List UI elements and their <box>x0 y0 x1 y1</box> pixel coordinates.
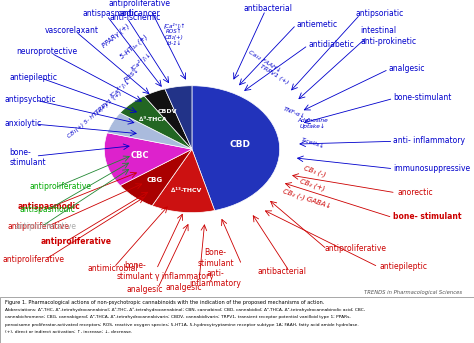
Text: 5-HT₁ₐ (+): 5-HT₁ₐ (+) <box>118 33 149 60</box>
Text: Figure 1. Pharmacological actions of non-psychotropic cannabinoids with the indi: Figure 1. Pharmacological actions of non… <box>5 300 324 305</box>
Text: Ca₁₂ FAAH↓: Ca₁₂ FAAH↓ <box>247 50 282 74</box>
Text: CB₂ (+): CB₂ (+) <box>300 177 326 192</box>
Text: ∆¹³-THCV: ∆¹³-THCV <box>171 188 201 193</box>
Text: immunosuppressive: immunosuppressive <box>393 164 471 173</box>
Text: antiproliferative
anticancer: antiproliferative anticancer <box>109 0 171 18</box>
Text: antipsoriatic: antipsoriatic <box>356 9 404 18</box>
Text: TRPV1 (+): TRPV1 (+) <box>95 91 123 115</box>
Text: [Ca²⁺]ᵢ↓: [Ca²⁺]ᵢ↓ <box>130 51 153 71</box>
Text: analgesic: analgesic <box>126 285 163 294</box>
Text: Bone-
stimulant
anti-
inflammatory: Bone- stimulant anti- inflammatory <box>190 248 242 288</box>
Text: anorectic: anorectic <box>397 188 433 197</box>
Text: antimicrobial: antimicrobial <box>88 264 138 273</box>
Text: CBD: CBD <box>229 140 250 149</box>
Text: ROS↓: ROS↓ <box>123 67 140 82</box>
Text: TRENDS in Pharmacological Sciences: TRENDS in Pharmacological Sciences <box>364 290 462 295</box>
Text: CBDV: CBDV <box>158 109 177 115</box>
Wedge shape <box>165 86 192 149</box>
Text: antipsychotic: antipsychotic <box>5 95 56 104</box>
Wedge shape <box>192 86 280 211</box>
Text: antiproliferative: antiproliferative <box>40 237 111 246</box>
Text: T-cells↓: T-cells↓ <box>301 137 325 149</box>
Wedge shape <box>144 89 192 149</box>
Text: antispasmodic: antispasmodic <box>18 202 81 211</box>
Text: TRPV1 (+): TRPV1 (+) <box>259 64 289 85</box>
Text: peroxisome proliferator-activated receptors; ROS, reactive oxygen species; 5-HT1: peroxisome proliferator-activated recept… <box>5 323 358 327</box>
Text: vascorelaxant: vascorelaxant <box>45 26 99 35</box>
Text: antiproliferative: antiproliferative <box>29 182 91 191</box>
Wedge shape <box>107 113 192 149</box>
Text: ∆⁹-THCA: ∆⁹-THCA <box>138 117 166 122</box>
Text: [Ca²⁺]ᵢ↓: [Ca²⁺]ᵢ↓ <box>108 77 131 98</box>
Text: antiproliferative: antiproliferative <box>325 244 387 253</box>
Text: CBC: CBC <box>131 151 149 160</box>
Text: CB₁(+) 5- HT₁ₐ(+): CB₁(+) 5- HT₁ₐ(+) <box>66 102 109 139</box>
Text: neuroprotective: neuroprotective <box>17 47 78 56</box>
FancyBboxPatch shape <box>0 297 474 343</box>
Text: intestinal
anti-prokinetic: intestinal anti-prokinetic <box>360 26 416 46</box>
Text: CB₂ (-) GABA↓: CB₂ (-) GABA↓ <box>282 188 332 210</box>
Text: bone- stimulant: bone- stimulant <box>393 212 462 221</box>
Text: Abbreviations: Δ⁹-THC, Δ⁹-tetrahydrocannabinol; Δ⁸-THC, Δ⁸-tetrahydrocannabinol;: Abbreviations: Δ⁹-THC, Δ⁹-tetrahydrocann… <box>5 308 365 312</box>
Text: anti-ischemic: anti-ischemic <box>109 13 160 22</box>
Text: antispasmodic: antispasmodic <box>20 205 76 214</box>
Text: antiemetic: antiemetic <box>296 20 337 28</box>
Wedge shape <box>104 133 192 186</box>
Text: anti- inflammatory: anti- inflammatory <box>393 136 465 145</box>
Text: Adenosine
Uptake↓: Adenosine Uptake↓ <box>298 118 328 129</box>
Text: antiepileptic: antiepileptic <box>9 73 57 82</box>
Text: analgesic: analgesic <box>389 64 425 73</box>
Text: cannabichromene; CBG, cannabigerol; Δ⁹-THCA, Δ⁹-tetrahydrocannabivarin; CBDV, ca: cannabichromene; CBG, cannabigerol; Δ⁹-T… <box>5 315 350 319</box>
Text: CB₁ (-): CB₁ (-) <box>303 165 327 178</box>
Wedge shape <box>120 149 192 206</box>
Text: antiproliferative: antiproliferative <box>14 222 76 231</box>
Text: antibacterial: antibacterial <box>243 4 292 13</box>
Text: antispasmodic: antispasmodic <box>83 9 139 18</box>
Text: γ inflammatory
analgesic: γ inflammatory analgesic <box>155 272 213 292</box>
Text: antiproliferative: antiproliferative <box>7 222 69 231</box>
Text: bone-stimulant: bone-stimulant <box>393 93 452 102</box>
Wedge shape <box>152 149 215 213</box>
Text: CBG: CBG <box>146 177 163 184</box>
Text: antiproliferative: antiproliferative <box>2 256 64 264</box>
Text: anxiolytic: anxiolytic <box>5 119 42 128</box>
Wedge shape <box>120 96 192 149</box>
Text: antidiabetic: antidiabetic <box>308 40 354 49</box>
Text: [Ca²⁺]ᵢ↑
ROS↑
CB₂(+)
Id-1↓: [Ca²⁺]ᵢ↑ ROS↑ CB₂(+) Id-1↓ <box>164 23 185 46</box>
Text: bone-
stimulant: bone- stimulant <box>117 261 154 281</box>
Text: TNF-α↓: TNF-α↓ <box>282 106 306 120</box>
Text: (+), direct or indirect activation; ↑, increase; ↓, decrease.: (+), direct or indirect activation; ↑, i… <box>5 330 132 334</box>
Text: PPARγ (+): PPARγ (+) <box>101 23 131 49</box>
Text: antibacterial: antibacterial <box>257 267 307 276</box>
Text: antiepileptic: antiepileptic <box>379 262 427 271</box>
Text: bone-
stimulant: bone- stimulant <box>9 148 46 167</box>
